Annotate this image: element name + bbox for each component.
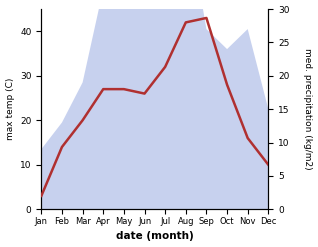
Y-axis label: max temp (C): max temp (C) xyxy=(5,78,15,140)
X-axis label: date (month): date (month) xyxy=(116,231,194,242)
Y-axis label: med. precipitation (kg/m2): med. precipitation (kg/m2) xyxy=(303,48,313,170)
